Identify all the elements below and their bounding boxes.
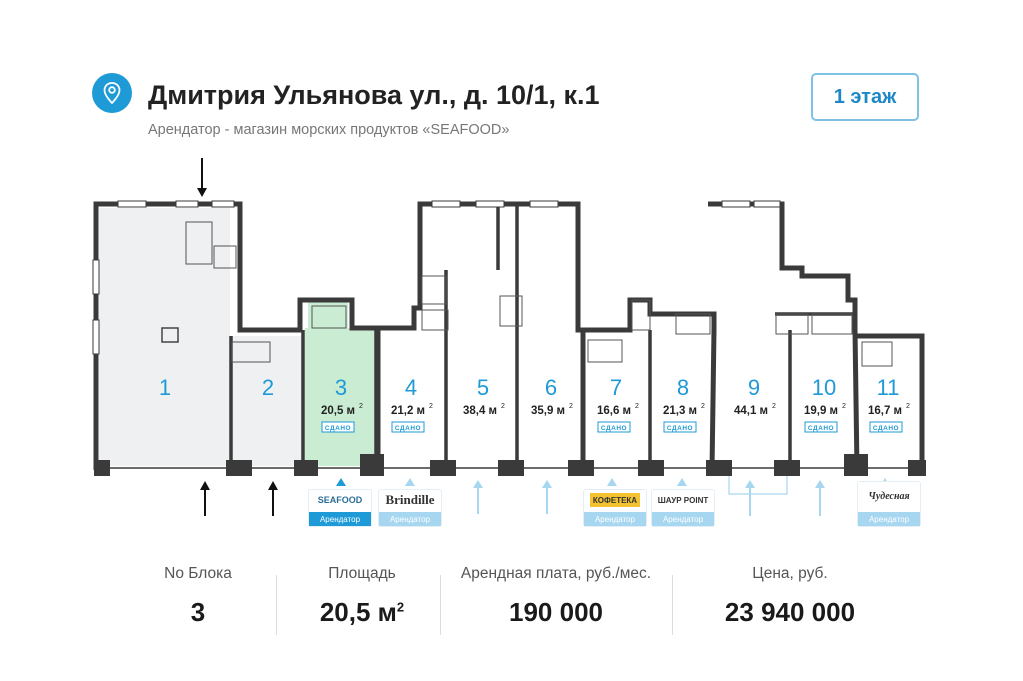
stat-price: Цена, руб. 23 940 000 xyxy=(700,565,880,628)
tenant-tag: Арендатор xyxy=(652,512,714,526)
unit-6-sq: 2 xyxy=(569,403,573,410)
unit-6-area: 35,9 м xyxy=(531,405,565,417)
unit-5-sq: 2 xyxy=(501,403,505,410)
tenant-subtitle: Арендатор - магазин морских продуктов «S… xyxy=(148,122,510,138)
stat-block: No Блока 3 xyxy=(130,565,266,628)
windows xyxy=(92,200,781,355)
tenant-card-kofeteka[interactable]: КОФЕТЕКА Арендатор xyxy=(584,490,646,526)
partition-walls xyxy=(229,204,855,470)
tenant-tag: Арендатор xyxy=(584,512,646,526)
rent-label: Арендная плата, руб./мес. xyxy=(460,565,652,582)
entrance-arrow-unit-1 xyxy=(200,481,210,516)
unit-11-sq: 2 xyxy=(906,403,910,410)
block-value: 3 xyxy=(190,597,206,627)
unit-8-number: 8 xyxy=(677,375,689,400)
divider xyxy=(440,575,441,635)
tenant-tag: Арендатор xyxy=(858,512,920,526)
front-wall xyxy=(94,454,926,476)
unit-stats: No Блока 3 Площадь 20,5 м2 Арендная плат… xyxy=(0,565,1023,655)
area-value: 20,5 м2 xyxy=(319,597,405,627)
unit-1-number: 1 xyxy=(159,375,171,400)
entrance-arrow-unit-2 xyxy=(268,481,278,516)
area-label: Площадь xyxy=(328,565,396,582)
unit-7-number: 7 xyxy=(610,375,622,400)
unit-11-area: 16,7 м xyxy=(868,405,902,417)
unit-3-sq: 2 xyxy=(359,403,363,410)
tenant-card-brindille[interactable]: Brindille Арендатор xyxy=(379,490,441,526)
unit-5-number: 5 xyxy=(477,375,489,400)
unit-8-status: СДАНО xyxy=(667,425,693,432)
divider xyxy=(276,575,277,635)
unit-4-number: 4 xyxy=(405,375,417,400)
unit-4-sq: 2 xyxy=(429,403,433,410)
unit-2-number: 2 xyxy=(262,375,274,400)
stat-area: Площадь 20,5 м2 xyxy=(292,565,432,628)
unit-1-area[interactable] xyxy=(99,208,230,466)
unit-11-status: СДАНО xyxy=(873,425,899,432)
utility-rooms xyxy=(185,221,893,367)
tenant-logo: SEAFOOD xyxy=(317,495,363,505)
unit-9-area: 44,1 м xyxy=(734,405,768,417)
unit-3-number: 3 xyxy=(335,375,347,400)
tenant-logo: Чудесная xyxy=(868,490,910,502)
tenant-logo: ШАУР POINT xyxy=(657,495,709,505)
price-label: Цена, руб. xyxy=(752,565,828,582)
unit-8-area: 21,3 м xyxy=(663,405,697,417)
page-title: Дмитрия Ульянова ул., д. 10/1, к.1 xyxy=(148,80,600,110)
block-label: No Блока xyxy=(164,565,232,582)
unit-7-sq: 2 xyxy=(635,403,639,410)
unit-7-area: 16,6 м xyxy=(597,405,631,417)
tenant-logo: Brindille xyxy=(385,492,435,507)
rent-value: 190 000 xyxy=(509,597,603,627)
unit-10-sq: 2 xyxy=(842,403,846,410)
tenant-card-chudesnaya[interactable]: Чудесная Арендатор xyxy=(858,482,920,526)
unit-5-area: 38,4 м xyxy=(463,405,497,417)
floor-plan: 1 2 3 4 5 6 7 8 9 10 11 20,5 м 21,2 м 38… xyxy=(0,150,1023,530)
entrance-arrow-top xyxy=(197,158,207,197)
price-value: 23 940 000 xyxy=(724,597,856,627)
tenant-tag: Арендатор xyxy=(379,512,441,526)
tenant-logo: КОФЕТЕКА xyxy=(590,493,640,507)
location-pin-icon xyxy=(92,73,132,113)
unit-3-area: 20,5 м xyxy=(321,405,355,417)
tenant-card-shaur-point[interactable]: ШАУР POINT Арендатор xyxy=(652,490,714,526)
unit-10-status: СДАНО xyxy=(808,425,834,432)
stat-rent: Арендная плата, руб./мес. 190 000 xyxy=(446,565,666,628)
divider xyxy=(672,575,673,635)
unit-10-area: 19,9 м xyxy=(804,405,838,417)
unit-11-number: 11 xyxy=(877,375,900,400)
unit-7-status: СДАНО xyxy=(601,425,627,432)
unit-labels: 1 2 3 4 5 6 7 8 9 10 11 20,5 м 21,2 м 38… xyxy=(159,375,910,417)
unit-4-area: 21,2 м xyxy=(391,405,425,417)
unit-6-number: 6 xyxy=(545,375,557,400)
unit-8-sq: 2 xyxy=(701,403,705,410)
unit-3-area-selected[interactable] xyxy=(305,328,376,466)
unit-2-area[interactable] xyxy=(232,336,302,466)
tenant-card-seafood[interactable]: SEAFOOD Арендатор xyxy=(309,490,371,526)
unit-9-sq: 2 xyxy=(772,403,776,410)
unit-4-status: СДАНО xyxy=(395,425,421,432)
tenant-tag: Арендатор xyxy=(309,512,371,526)
floor-selector-button[interactable]: 1 этаж xyxy=(811,73,919,121)
unit-10-number: 10 xyxy=(812,375,836,400)
status-badges: СДАНО СДАНО СДАНО СДАНО СДАНО СДАНО xyxy=(321,421,903,433)
unit-3-status: СДАНО xyxy=(325,425,351,432)
unit-9-number: 9 xyxy=(748,375,760,400)
